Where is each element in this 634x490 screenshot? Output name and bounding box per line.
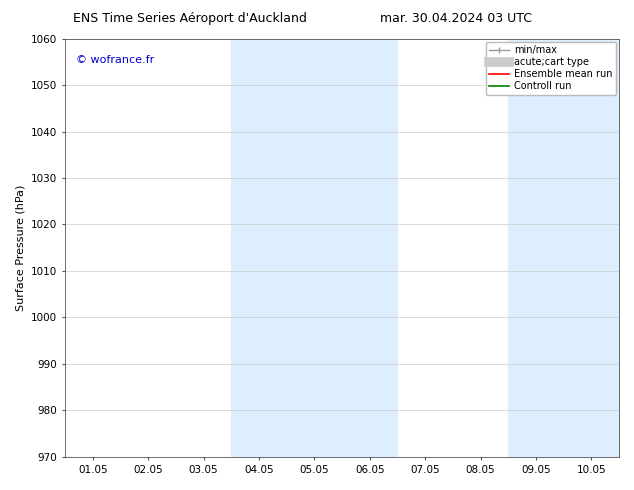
Bar [231, 39, 398, 457]
Y-axis label: Surface Pressure (hPa): Surface Pressure (hPa) [15, 184, 25, 311]
Text: © wofrance.fr: © wofrance.fr [76, 55, 155, 65]
Text: mar. 30.04.2024 03 UTC: mar. 30.04.2024 03 UTC [380, 12, 533, 25]
Text: ENS Time Series Aéroport d'Auckland: ENS Time Series Aéroport d'Auckland [74, 12, 307, 25]
Legend: min/max, acute;cart type, Ensemble mean run, Controll run: min/max, acute;cart type, Ensemble mean … [486, 42, 616, 95]
Bar [508, 39, 619, 457]
